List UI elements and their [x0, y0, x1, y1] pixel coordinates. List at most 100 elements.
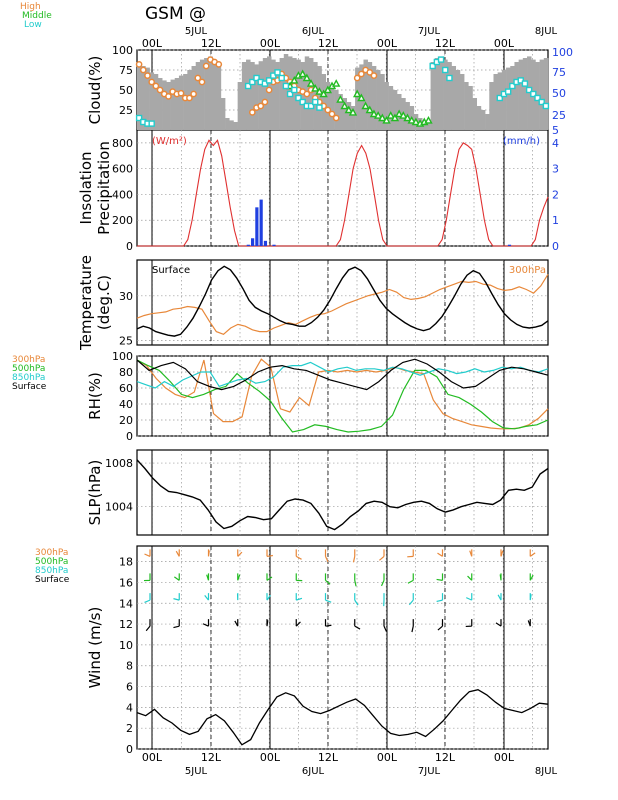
cloud-low-point-26 [244, 82, 252, 90]
cloud-low-point-72 [437, 56, 445, 63]
wind-barb-surface-3 [234, 619, 239, 627]
cloud-high-point-16 [202, 62, 210, 70]
cloud-high-point-30 [261, 98, 269, 106]
cloud-total-bar-60 [388, 86, 394, 130]
wind-barb-surface-9 [411, 619, 414, 633]
wind-barb-300hpa-5 [295, 549, 302, 560]
cloud-total-bar-10 [178, 75, 184, 130]
insolation-ytick-2: 400 [112, 188, 133, 201]
cloud-total-bar-55 [367, 62, 373, 130]
cloud-total-bar-23 [233, 122, 238, 130]
wind-barb-850hpa-10 [436, 593, 444, 603]
cloud-total-bar-78 [464, 82, 469, 130]
insolation-right-tick-0: 0 [552, 240, 559, 253]
wind-barb-300hpa-7 [352, 549, 356, 563]
cloud-high-point-2 [144, 72, 151, 79]
cloud-middle-point-37 [290, 75, 299, 84]
top-hour-label-5: 12L [435, 37, 456, 50]
bottom-hour-label-0: 00L [142, 751, 163, 764]
cloud-high-point-12 [186, 94, 193, 102]
cloud-total-bar-28 [254, 64, 259, 130]
cloud-total-bar-15 [199, 59, 205, 130]
cloud-total-bar-4 [153, 74, 159, 130]
cloud-high-point-7 [165, 93, 172, 100]
wind-barb-500hpa-3 [237, 573, 241, 581]
cloud-total-bar-56 [371, 66, 377, 130]
cloud-total-bar-48 [338, 94, 343, 130]
cloud-total-bar-11 [183, 74, 188, 130]
wind-ytick-7: 14 [119, 597, 133, 610]
rh-ytick-0: 0 [126, 430, 133, 443]
rh-300hpa-line [136, 358, 549, 430]
bottom-date-label-1: 6JUL [302, 766, 325, 777]
insolation-right-tick-2: 2 [552, 188, 559, 201]
cloud-low-point-28 [253, 74, 260, 82]
insolation-ylabel-0: Insolation [77, 151, 95, 224]
slp-line [136, 459, 549, 531]
wind-barb-300hpa-2 [207, 549, 210, 557]
cloud-total-bar-51 [350, 106, 356, 130]
insolation-right-tick-4: 4 [552, 137, 559, 150]
wind-barb-surface-1 [173, 619, 180, 629]
wind-barb-300hpa-1 [175, 549, 180, 557]
cloud-total-bar-41 [308, 58, 314, 130]
cloud-total-bar-87 [501, 70, 507, 130]
top-hour-label-2: 00L [260, 37, 281, 50]
wind-ytick-4: 8 [126, 660, 133, 673]
cloud-low-point-34 [278, 74, 285, 82]
cloud-high-point-53 [358, 70, 365, 78]
wind-barb-500hpa-9 [407, 573, 414, 584]
rh-ytick-5: 100 [112, 350, 133, 363]
cloud-low-point-73 [442, 66, 449, 74]
cloud-total-bar-71 [434, 58, 440, 130]
cloud-total-bar-75 [451, 66, 457, 130]
top-hour-label-4: 00L [377, 37, 398, 50]
cloud-total-bar-80 [472, 98, 478, 130]
wind-legend-500hpa: 500hPa [35, 557, 68, 567]
wind-barb-300hpa-4 [266, 549, 273, 558]
cloud-low-point-92 [521, 80, 529, 87]
wind-barb-850hpa-12 [497, 593, 502, 601]
wind-ytick-9: 18 [119, 556, 133, 569]
wind-barb-500hpa-4 [266, 573, 273, 581]
cloud-total-bar-8 [170, 79, 176, 130]
wind-barb-surface-11 [465, 619, 473, 628]
rh-ytick-1: 20 [119, 414, 133, 427]
cloud-high-point-14 [194, 74, 202, 82]
rh-ytick-2: 40 [119, 398, 133, 411]
wind-ytick-1: 2 [126, 722, 133, 735]
cloud-low-point-39 [299, 98, 306, 106]
cloud-middle-point-43 [315, 87, 324, 95]
cloud-middle-point-49 [340, 101, 349, 110]
precip-bar-29 [259, 199, 263, 246]
top-date-label-1: 6JUL [302, 26, 325, 37]
cloud-total-bar-97 [543, 58, 549, 130]
wind-legend-850hpa: 850hPa [35, 566, 68, 576]
wind-barb-850hpa-2 [204, 593, 210, 601]
cloud-right-tick-4: 100 [552, 46, 573, 59]
bottom-hour-label-4: 00L [377, 751, 398, 764]
cloud-low-point-33 [274, 69, 281, 76]
wind-ytick-8: 16 [119, 576, 133, 589]
cloud-low-point-97 [542, 102, 550, 110]
cloud-high-point-10 [177, 89, 185, 97]
wind-barb-500hpa-13 [529, 573, 534, 581]
insolation-ylabel-1: Precipitation [95, 141, 113, 235]
cloud-high-point-13 [190, 90, 197, 98]
insolation-right-unit: (mm/h) [503, 136, 540, 147]
cloud-total-bar-21 [225, 118, 230, 130]
cloud-ytick-2: 75 [119, 64, 133, 77]
cloud-total-bar-3 [149, 72, 155, 130]
bottom-date-label-3: 8JUL [535, 766, 558, 777]
cloud-low-point-43 [316, 104, 323, 111]
cloud-high-point-55 [366, 69, 374, 76]
cloud-middle-point-52 [352, 89, 362, 98]
wind-barb-850hpa-11 [466, 593, 473, 601]
cloud-total-bar-44 [321, 74, 327, 130]
cloud-ylabel-0: Cloud(%) [86, 56, 104, 125]
cloud-total-bar-83 [485, 114, 490, 130]
cloud-total-bar-58 [380, 74, 385, 130]
cloud-low-point-41 [307, 102, 315, 110]
cloud-middle-point-45 [323, 85, 333, 94]
